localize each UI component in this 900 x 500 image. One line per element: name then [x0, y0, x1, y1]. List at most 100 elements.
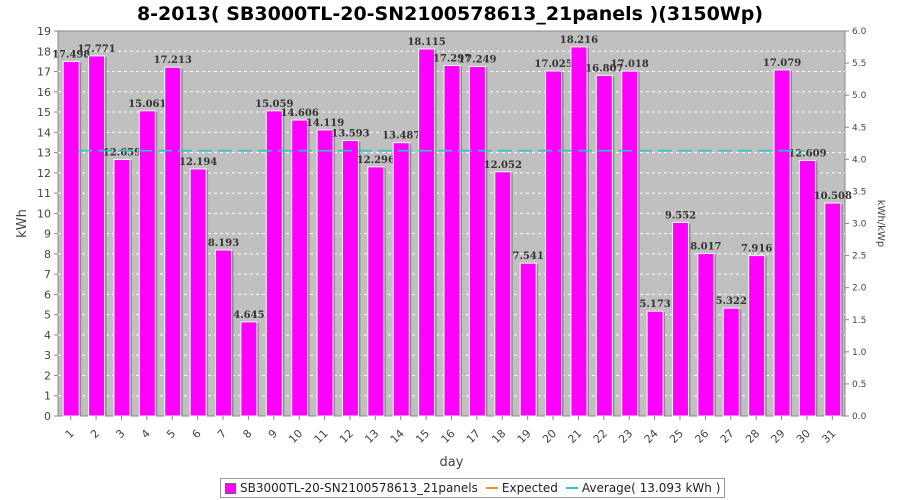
data-label: 8.193 [208, 238, 239, 249]
bar-day-6 [189, 168, 207, 417]
y-tick-label: 18 [37, 45, 51, 58]
bar-day-16 [443, 65, 461, 417]
x-tick-label: 9 [266, 427, 280, 441]
data-label: 18.216 [560, 35, 598, 46]
bar-day-14 [392, 142, 410, 417]
data-label: 12.194 [179, 157, 217, 168]
data-label: 17.498 [52, 49, 90, 60]
y-tick-label: 5 [44, 309, 51, 322]
y-tick-label: 11 [37, 187, 51, 200]
data-label: 14.606 [281, 108, 319, 119]
y-tick-label: 17 [37, 66, 51, 79]
y-tick-label: 9 [44, 228, 51, 241]
x-tick-label: 24 [642, 427, 661, 446]
data-label: 17.297 [433, 54, 471, 65]
y-right-tick-label: 6.0 [852, 27, 867, 37]
data-label: 12.296 [357, 155, 395, 166]
y-right-tick-label: 3.0 [852, 220, 867, 230]
x-tick-label: 5 [164, 427, 178, 441]
y-axis-label: kWh [15, 209, 30, 238]
y-tick-label: 3 [44, 349, 51, 362]
legend-item-average: Average( 13.093 kWh ) [565, 481, 721, 495]
y-tick-label: 14 [37, 126, 51, 139]
bar-day-13 [367, 166, 385, 417]
legend-swatch-series [225, 482, 236, 494]
legend-label-expected: Expected [501, 481, 558, 495]
y-right-tick-label: 1.0 [852, 348, 867, 358]
x-tick-label: 27 [718, 427, 737, 446]
x-tick-label: 20 [540, 427, 559, 446]
bar-day-5 [164, 66, 182, 417]
data-label: 10.508 [814, 191, 852, 202]
x-tick-label: 12 [337, 427, 356, 446]
bar-day-1 [62, 60, 80, 417]
bar-day-2 [88, 55, 106, 417]
data-label: 7.916 [741, 244, 772, 255]
x-tick-label: 3 [113, 427, 127, 441]
x-tick-label: 1 [63, 427, 77, 441]
data-label: 12.052 [484, 160, 522, 171]
bar-day-28 [748, 255, 766, 417]
y-tick-label: 7 [44, 268, 51, 281]
bar-day-7 [215, 249, 233, 417]
bar-day-9 [265, 110, 283, 417]
bar-day-24 [646, 310, 664, 417]
y-right-tick-label: 4.5 [852, 123, 866, 133]
x-tick-label: 31 [819, 427, 838, 446]
x-tick-label: 4 [139, 427, 153, 441]
data-label: 17.018 [611, 59, 649, 70]
data-label: 13.487 [382, 131, 420, 142]
data-label: 14.119 [306, 118, 344, 129]
bar-day-29 [773, 69, 791, 417]
legend-label-average: Average( 13.093 kWh ) [581, 481, 721, 495]
y-right-tick-label: 1.5 [852, 316, 866, 326]
bar-day-18 [494, 171, 512, 417]
x-tick-label: 30 [794, 427, 813, 446]
bar-day-23 [621, 70, 639, 417]
y-tick-label: 6 [44, 288, 51, 301]
x-tick-label: 14 [388, 427, 407, 446]
legend-item-series: SB3000TL-20-SN2100578613_21panels [225, 481, 478, 495]
y-tick-label: 10 [37, 207, 51, 220]
x-tick-label: 15 [413, 427, 432, 446]
legend-item-expected: Expected [485, 481, 558, 495]
x-tick-label: 26 [692, 427, 711, 446]
bar-day-21 [570, 46, 588, 417]
data-label: 17.025 [534, 59, 572, 70]
data-label: 17.771 [77, 44, 115, 55]
x-tick-label: 11 [312, 427, 331, 446]
data-label: 16.807 [585, 63, 623, 74]
y-tick-label: 13 [37, 147, 51, 160]
y-tick-label: 8 [44, 248, 51, 261]
y-right-tick-label: 0.5 [852, 380, 866, 390]
legend-line-expected [485, 487, 498, 489]
bar-day-27 [722, 307, 740, 417]
bar-day-25 [671, 221, 689, 417]
x-tick-label: 19 [515, 427, 534, 446]
data-label: 15.059 [255, 99, 293, 110]
data-label: 17.079 [763, 58, 801, 69]
bar-day-11 [316, 129, 334, 417]
legend-line-average [565, 487, 578, 489]
bar-day-10 [291, 119, 309, 417]
bar-day-12 [341, 140, 359, 417]
y-tick-label: 0 [44, 410, 51, 423]
legend-label-series: SB3000TL-20-SN2100578613_21panels [240, 481, 478, 495]
y-right-tick-label: 2.5 [852, 252, 866, 262]
x-tick-label: 18 [489, 427, 508, 446]
data-label: 13.593 [331, 129, 369, 140]
x-tick-label: 21 [565, 427, 584, 446]
y-axis-right-label: kWh/kWp [875, 200, 886, 247]
x-tick-label: 22 [591, 427, 610, 446]
bar-day-15 [418, 48, 436, 417]
y-right-tick-label: 5.5 [852, 59, 866, 69]
bar-day-26 [697, 253, 715, 417]
y-tick-label: 1 [44, 390, 51, 403]
data-label: 12.609 [788, 149, 826, 160]
y-right-tick-label: 4.0 [852, 155, 867, 165]
y-right-tick-label: 5.0 [852, 91, 867, 101]
y-tick-label: 16 [37, 86, 51, 99]
bar-day-19 [519, 262, 537, 417]
y-right-tick-label: 2.0 [852, 284, 867, 294]
